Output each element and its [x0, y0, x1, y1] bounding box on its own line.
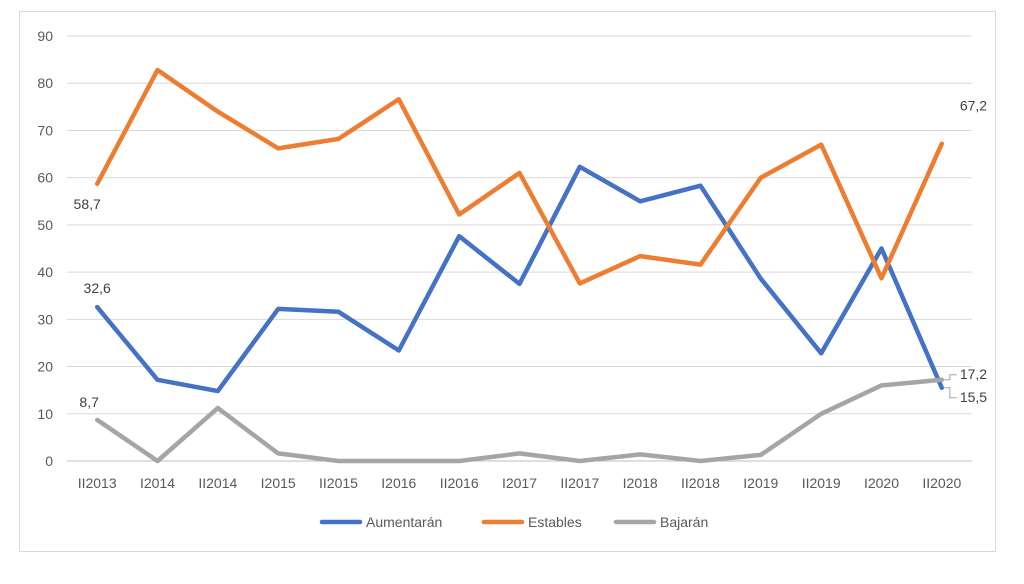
data-label: 67,2	[960, 98, 987, 114]
x-tick-label: II2014	[198, 475, 237, 491]
y-tick-label: 20	[37, 359, 53, 375]
x-tick-label: II2018	[681, 475, 720, 491]
gridlines	[67, 35, 972, 462]
legend-label-1: Aumentarán	[366, 514, 442, 530]
series-lines	[94, 67, 945, 464]
x-tick-label: II2015	[319, 475, 358, 491]
y-tick-label: 0	[45, 453, 53, 469]
series-line-2	[94, 67, 945, 286]
x-tick-label: II2020	[922, 475, 961, 491]
y-tick-label: 70	[37, 122, 53, 138]
data-label-leader	[943, 374, 957, 381]
x-tick-label: I2016	[381, 475, 416, 491]
y-tick-label: 10	[37, 406, 53, 422]
x-tick-label: II2017	[560, 475, 599, 491]
chart-frame	[19, 11, 996, 552]
y-tick-label: 60	[37, 170, 53, 186]
data-labels: 32,6 58,7 8,7 67,2 17,2 15,5	[74, 98, 988, 410]
y-tick-label: 90	[37, 28, 53, 44]
x-tick-label: I2019	[743, 475, 778, 491]
x-tick-label: II2019	[802, 475, 841, 491]
data-label: 32,6	[84, 280, 111, 296]
x-tick-label: II2016	[440, 475, 479, 491]
series-line-3	[94, 377, 945, 464]
data-label: 15,5	[960, 389, 987, 405]
data-label: 58,7	[74, 196, 101, 212]
x-axis-ticks: II2013 I2014 II2014 I2015 II2015 I2016 II2016 I…	[78, 475, 962, 491]
y-axis-ticks: 0 10 20 30 40 50 60 70 80 90	[37, 28, 53, 469]
legend-label-2: Estables	[528, 514, 582, 530]
x-tick-label: II2013	[78, 475, 117, 491]
data-label-leader	[943, 387, 957, 399]
x-tick-label: I2017	[502, 475, 537, 491]
data-label: 17,2	[960, 366, 987, 382]
y-tick-label: 80	[37, 75, 53, 91]
x-tick-label: I2018	[623, 475, 658, 491]
x-tick-label: I2020	[864, 475, 899, 491]
legend: Aumentarán Estables Bajarán	[319, 514, 708, 530]
y-tick-label: 50	[37, 217, 53, 233]
y-tick-label: 30	[37, 311, 53, 327]
series-line-1	[94, 164, 945, 394]
y-tick-label: 40	[37, 264, 53, 280]
x-tick-label: I2015	[261, 475, 296, 491]
x-tick-label: I2014	[140, 475, 175, 491]
data-label: 8,7	[79, 394, 99, 410]
legend-label-3: Bajarán	[660, 514, 708, 530]
